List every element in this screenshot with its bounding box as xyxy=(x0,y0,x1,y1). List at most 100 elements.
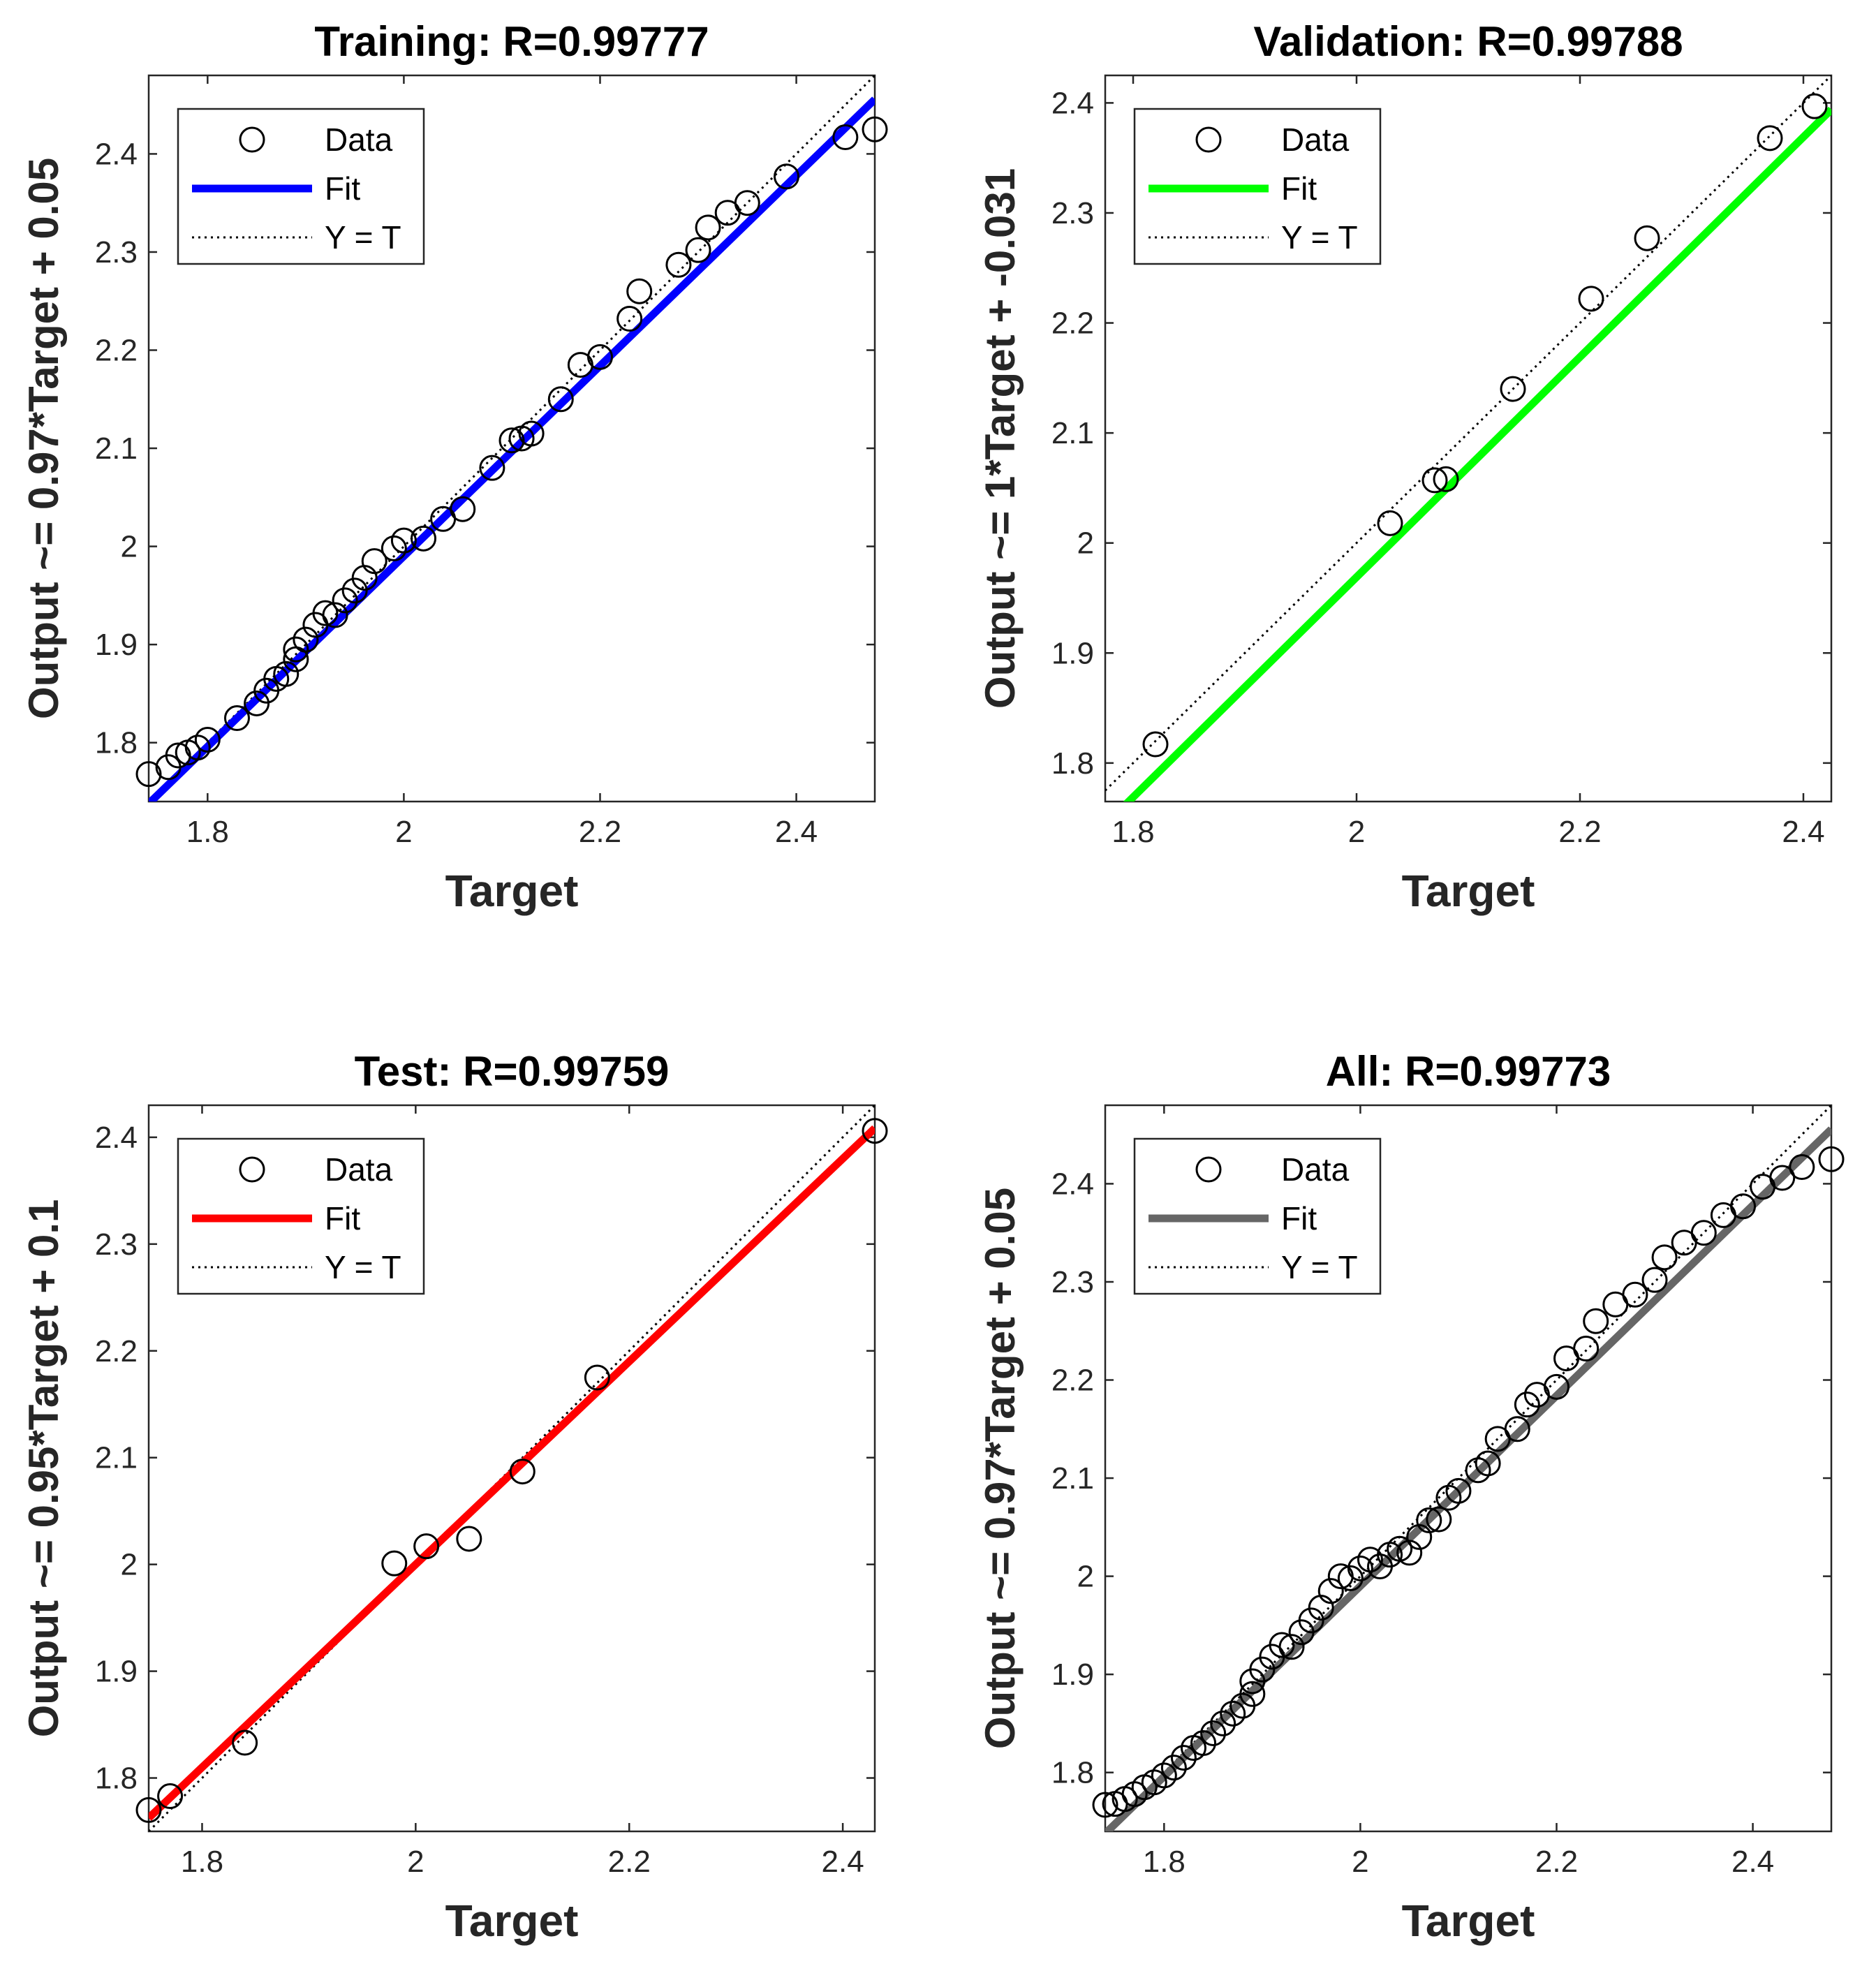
data-point xyxy=(665,251,692,278)
x-tick-label: 1.8 xyxy=(181,1845,223,1879)
legend-identity-label: Y = T xyxy=(1281,1249,1358,1285)
panel-title: Training: R=0.99777 xyxy=(314,18,709,65)
data-point xyxy=(283,636,309,663)
x-axis-label: Target xyxy=(1402,1896,1535,1946)
fit-line xyxy=(149,1125,875,1821)
data-point xyxy=(456,1526,482,1552)
legend-identity-label: Y = T xyxy=(325,219,401,256)
fit-line xyxy=(1123,106,1831,802)
legend-data-label: Data xyxy=(325,121,393,158)
panel-title: Validation: R=0.99788 xyxy=(1253,18,1683,65)
data-point xyxy=(1160,1755,1187,1781)
data-point xyxy=(626,278,653,304)
y-tick-label: 2.3 xyxy=(1051,1265,1094,1299)
y-tick-label: 2.3 xyxy=(1051,196,1094,230)
data-point xyxy=(1651,1244,1678,1271)
x-tick-label: 2.2 xyxy=(608,1845,651,1879)
data-point xyxy=(1504,1416,1530,1442)
y-tick-label: 2 xyxy=(1077,526,1094,561)
data-point xyxy=(1170,1745,1197,1771)
data-point xyxy=(1641,1267,1668,1293)
data-point xyxy=(381,1550,408,1577)
x-axis-label: Target xyxy=(1402,866,1535,916)
y-tick-label: 2.4 xyxy=(1051,1167,1094,1201)
y-axis-label: Output ~= 1*Target + -0.031 xyxy=(977,168,1024,709)
legend-data-marker xyxy=(239,1156,265,1183)
x-tick-label: 2.2 xyxy=(1558,815,1601,849)
data-point xyxy=(1249,1656,1276,1683)
data-point xyxy=(413,1533,440,1560)
legend-fit-label: Fit xyxy=(325,170,360,207)
data-point xyxy=(1634,225,1660,251)
data-point xyxy=(586,344,613,370)
data-point xyxy=(332,587,358,614)
y-tick-label: 2.1 xyxy=(95,1441,138,1475)
panel-validation: Validation: R=0.99788 Output ~= 1*Target… xyxy=(977,18,1833,916)
legend-fit-label: Fit xyxy=(1281,170,1317,207)
data-point xyxy=(1801,93,1828,119)
x-tick-label: 2 xyxy=(407,1845,424,1879)
panel-title: All: R=0.99773 xyxy=(1326,1048,1611,1095)
data-point xyxy=(223,705,250,732)
data-point xyxy=(312,600,339,626)
data-point xyxy=(194,726,221,753)
data-point xyxy=(774,163,800,190)
data-point xyxy=(1269,1632,1295,1658)
panel-title: Test: R=0.99759 xyxy=(355,1048,670,1095)
legend-data-label: Data xyxy=(1281,1151,1350,1188)
data-point xyxy=(322,602,348,628)
data-point xyxy=(1578,286,1604,312)
y-tick-label: 2 xyxy=(121,1548,138,1582)
data-point xyxy=(1151,1762,1177,1789)
data-point xyxy=(1337,1565,1364,1591)
legend-fit-label: Fit xyxy=(325,1200,360,1237)
data-point xyxy=(1426,1506,1452,1533)
x-tick-label: 2.4 xyxy=(822,1845,864,1879)
y-tick-label: 2.3 xyxy=(95,235,138,270)
data-point xyxy=(381,535,407,561)
panel-test: Test: R=0.99759 Output ~= 0.95*Target + … xyxy=(20,1048,888,1946)
data-point xyxy=(135,761,162,788)
data-point xyxy=(1220,1700,1246,1727)
y-tick-label: 2.4 xyxy=(1051,86,1094,120)
y-tick-label: 1.9 xyxy=(95,1655,138,1689)
y-tick-label: 2.1 xyxy=(1051,1461,1094,1496)
identity-line xyxy=(1105,1105,1831,1831)
x-tick-label: 2.4 xyxy=(775,815,818,849)
y-tick-label: 2.1 xyxy=(95,431,138,466)
legend-data-label: Data xyxy=(1281,121,1350,158)
y-tick-label: 1.8 xyxy=(95,1762,138,1796)
legend-identity-label: Y = T xyxy=(1281,219,1358,256)
y-tick-label: 2.2 xyxy=(95,334,138,368)
data-point xyxy=(862,116,888,142)
y-tick-label: 2 xyxy=(121,530,138,564)
data-point xyxy=(1416,1507,1442,1533)
data-point xyxy=(1818,1146,1845,1172)
data-point xyxy=(341,577,368,604)
data-point xyxy=(1190,1730,1217,1757)
data-point xyxy=(616,306,643,332)
x-tick-label: 1.8 xyxy=(1111,815,1154,849)
data-point xyxy=(1475,1450,1501,1477)
legend-data-marker xyxy=(1195,126,1222,153)
x-tick-label: 1.8 xyxy=(186,815,229,849)
data-point xyxy=(1200,1720,1227,1746)
x-tick-label: 2 xyxy=(1352,1845,1368,1879)
data-point xyxy=(1317,1578,1344,1604)
y-axis-label: Output ~= 0.97*Target + 0.05 xyxy=(977,1188,1024,1749)
y-tick-label: 2.1 xyxy=(1051,416,1094,450)
y-tick-label: 2.4 xyxy=(95,1121,138,1155)
x-axis-label: Target xyxy=(445,1896,579,1946)
data-point xyxy=(1789,1154,1815,1181)
data-point xyxy=(244,690,270,716)
data-point xyxy=(232,1729,258,1756)
data-point xyxy=(1769,1165,1796,1191)
x-tick-label: 1.8 xyxy=(1143,1845,1186,1879)
data-point xyxy=(1377,510,1403,536)
data-point xyxy=(862,1118,888,1144)
y-tick-label: 1.8 xyxy=(1051,746,1094,781)
x-axis-label: Target xyxy=(445,866,579,916)
data-point xyxy=(1757,125,1783,152)
data-point xyxy=(1298,1607,1324,1634)
data-point xyxy=(1142,731,1169,758)
